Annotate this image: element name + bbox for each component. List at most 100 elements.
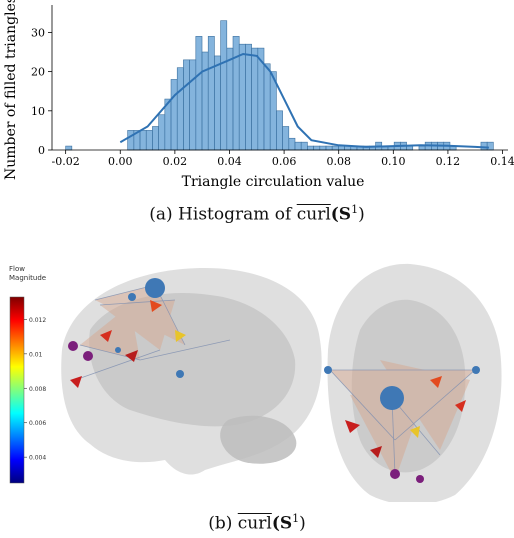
caption-a-close: ) bbox=[358, 204, 365, 225]
caption-b-prefix: (b) bbox=[208, 513, 238, 534]
histogram-bar bbox=[276, 110, 283, 151]
node-blue bbox=[176, 370, 184, 378]
histogram-bar bbox=[418, 145, 426, 151]
histogram-bar bbox=[207, 36, 215, 151]
flow-arrow bbox=[125, 350, 138, 362]
edge bbox=[394, 369, 476, 441]
histogram-bar bbox=[480, 141, 488, 151]
histogram-bar bbox=[145, 130, 153, 151]
histogram-bar bbox=[294, 141, 302, 151]
brain-network-figure: 0.012 0.01 0.008 0.006 0.004 bbox=[9, 263, 502, 502]
histogram-bar bbox=[325, 145, 333, 151]
caption-a-superscript: 1 bbox=[351, 203, 359, 216]
x-tick-label: 0.06 bbox=[272, 155, 297, 168]
colorbar-title-line1: Flow bbox=[9, 265, 25, 273]
histogram-bar bbox=[338, 145, 345, 151]
histogram-bar bbox=[263, 63, 271, 151]
node-blue bbox=[472, 366, 480, 374]
histogram-bar bbox=[307, 145, 314, 151]
colorbar: 0.012 0.01 0.008 0.006 0.004 bbox=[9, 296, 46, 484]
flow-arrow bbox=[455, 400, 466, 412]
colorbar-title: Flow Magnitude bbox=[9, 265, 46, 283]
flow-arrow bbox=[100, 330, 112, 342]
node-large bbox=[380, 386, 404, 410]
x-tick-label: 0.02 bbox=[163, 155, 188, 168]
histogram-bar bbox=[195, 36, 203, 151]
axial-network-triangles bbox=[330, 360, 475, 480]
y-axis-label: Number of filled triangles bbox=[3, 0, 19, 180]
node-purple bbox=[416, 475, 424, 483]
edge bbox=[329, 369, 396, 441]
x-tick-label: 0.10 bbox=[381, 155, 406, 168]
histogram-bar bbox=[288, 137, 296, 151]
colorbar-tick-label: 0.006 bbox=[29, 420, 46, 427]
edge bbox=[391, 397, 396, 476]
y-tick-label: 30 bbox=[31, 26, 45, 39]
histogram-bar bbox=[201, 51, 209, 151]
caption-a-operator: curl bbox=[296, 204, 331, 225]
histogram-bar bbox=[238, 43, 246, 151]
histogram-bar bbox=[170, 79, 178, 151]
histogram-bar bbox=[127, 130, 135, 151]
flow-arrow bbox=[345, 420, 360, 433]
flow-arrow bbox=[370, 446, 382, 458]
histogram-bar bbox=[245, 43, 252, 151]
flow-arrow bbox=[150, 300, 162, 312]
histogram-bar bbox=[158, 114, 166, 151]
histogram-bar bbox=[220, 20, 228, 151]
colorbar-tick-label: 0.012 bbox=[29, 317, 46, 324]
flow-arrow bbox=[410, 426, 420, 438]
edge bbox=[74, 349, 161, 381]
caption-b-argument: (S bbox=[271, 513, 293, 534]
colorbar-tick-label: 0.008 bbox=[29, 386, 46, 393]
caption-a: (a) Histogram of curl(S1) bbox=[0, 203, 514, 225]
histogram-bar bbox=[176, 67, 184, 151]
y-tick-label: 20 bbox=[31, 66, 45, 79]
node-blue bbox=[324, 366, 332, 374]
node-purple bbox=[390, 469, 400, 479]
histogram-bar bbox=[313, 145, 321, 151]
histogram-bar bbox=[152, 126, 159, 151]
x-tick-label: 0.04 bbox=[217, 155, 242, 168]
axial-inner-fold bbox=[351, 299, 466, 473]
edge bbox=[99, 299, 176, 306]
histogram-bar bbox=[183, 59, 190, 151]
histogram-bar bbox=[232, 36, 240, 151]
histogram-bar bbox=[251, 47, 259, 151]
brain-sagittal-view bbox=[61, 268, 322, 475]
edge bbox=[94, 284, 156, 301]
flow-arrow bbox=[175, 330, 186, 342]
node-large bbox=[145, 278, 165, 298]
x-tick-label: 0.08 bbox=[326, 155, 351, 168]
histogram-bar bbox=[319, 145, 327, 151]
node-blue bbox=[128, 293, 136, 301]
node-blue bbox=[115, 347, 121, 353]
node-purple bbox=[83, 351, 93, 361]
flow-arrow bbox=[430, 376, 442, 388]
caption-b-operator: curl bbox=[237, 513, 272, 534]
colorbar-title-line2: Magnitude bbox=[9, 274, 47, 282]
kde-curve bbox=[119, 52, 489, 149]
flow-arrow bbox=[70, 376, 82, 388]
histogram-bar bbox=[300, 141, 308, 151]
caption-a-argument: (S bbox=[330, 204, 352, 225]
edge bbox=[391, 397, 441, 456]
histogram-bar bbox=[331, 145, 339, 151]
x-tick-label: 0.00 bbox=[108, 155, 133, 168]
sagittal-cerebellum bbox=[220, 415, 297, 464]
sagittal-inner-fold bbox=[89, 293, 296, 427]
histogram-bar bbox=[486, 141, 494, 151]
x-tick-label: -0.02 bbox=[52, 155, 80, 168]
node-purple bbox=[68, 341, 78, 351]
edge bbox=[139, 339, 231, 361]
brain-axial-view bbox=[324, 263, 502, 502]
y-tick-label: 0 bbox=[38, 144, 45, 157]
histogram-bar bbox=[214, 55, 221, 151]
colorbar-gradient bbox=[9, 296, 25, 484]
histogram-bar bbox=[65, 145, 73, 151]
colorbar-tick-label: 0.01 bbox=[29, 351, 43, 358]
caption-b-close: ) bbox=[299, 513, 306, 534]
caption-a-prefix: (a) Histogram of bbox=[149, 204, 297, 225]
x-axis-label: Triangle circulation value bbox=[182, 174, 365, 190]
y-tick-label: 10 bbox=[31, 105, 45, 118]
